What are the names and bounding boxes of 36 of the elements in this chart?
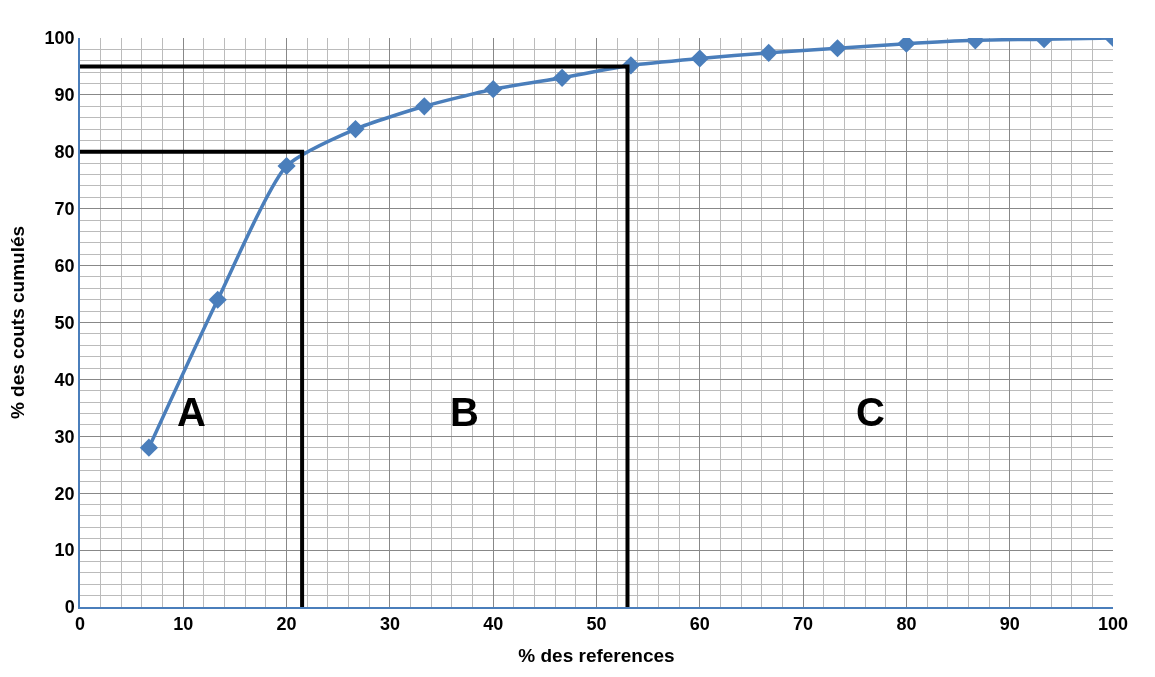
point (139, 438, 158, 457)
point (208, 290, 227, 309)
x-tick-label: 30 (379, 614, 400, 635)
x-tick-label: 60 (689, 614, 710, 635)
x-tick-label: 100 (1097, 614, 1129, 635)
y-tick-label: 80 (54, 142, 75, 163)
y-tick-label: 10 (54, 540, 75, 561)
annotation: B (450, 390, 479, 434)
point (346, 119, 365, 139)
annotation: A (177, 390, 206, 434)
x-tick-label: 50 (586, 614, 607, 635)
point (828, 39, 847, 58)
y-tick-label: 100 (44, 28, 75, 49)
point (277, 156, 296, 176)
y-tick-label: 0 (64, 597, 75, 618)
point (484, 80, 503, 99)
point (415, 97, 434, 116)
x-tick-label: 90 (999, 614, 1020, 635)
y-tick-label: 30 (54, 426, 75, 447)
x-tick-label: 70 (793, 614, 814, 635)
y-tick-label: 90 (54, 85, 75, 106)
y-tick-label: 70 (54, 199, 75, 219)
x-tick-label: 10 (173, 614, 194, 635)
point (690, 49, 709, 68)
y-tick-label: 20 (54, 483, 75, 504)
x-tick-label: 20 (276, 614, 297, 635)
x-tick-label: 80 (896, 614, 917, 635)
y-tick-label: 40 (54, 369, 75, 390)
y-tick-label: 60 (54, 255, 75, 276)
x-tick-label: 40 (483, 614, 504, 635)
annotation: C (856, 390, 885, 434)
point (553, 68, 572, 87)
y-tick-label: 50 (54, 312, 75, 333)
point (759, 43, 778, 62)
y-axis-title: % des couts cumulés (6, 225, 28, 420)
x-axis-title: % des references (518, 644, 675, 666)
